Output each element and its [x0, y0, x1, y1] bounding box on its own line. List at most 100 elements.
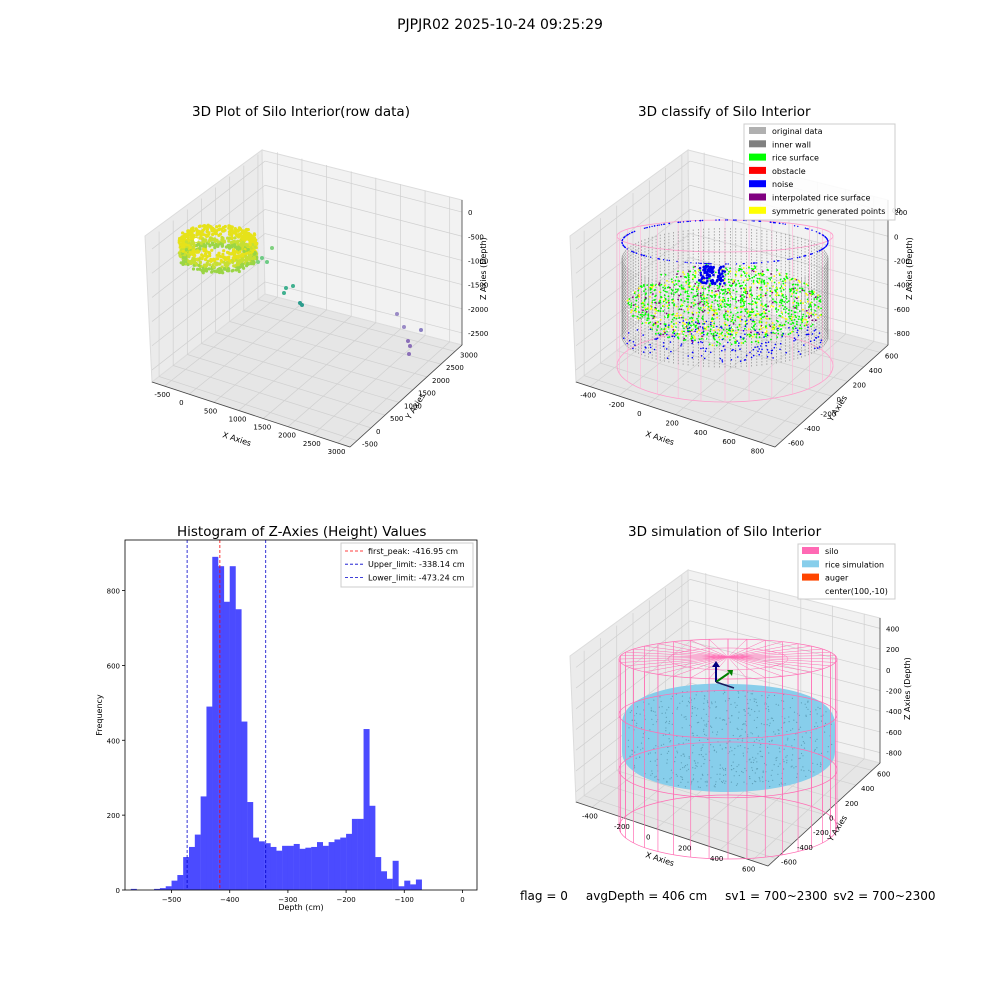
- rice-surface-point: [742, 270, 745, 273]
- noise-point: [825, 245, 827, 247]
- rice-surface-point: [754, 340, 757, 343]
- noise-point: [665, 348, 668, 350]
- rice-surface-point: [781, 324, 784, 327]
- rice-surface-point: [780, 302, 783, 305]
- rice-simulation-point: [660, 753, 662, 756]
- rice-surface-point: [726, 277, 728, 279]
- rice-surface-point: [644, 296, 647, 299]
- raw-point: [178, 242, 182, 247]
- noise-point: [761, 348, 763, 351]
- rice-surface-point: [752, 298, 755, 301]
- rice-surface-point: [776, 288, 778, 291]
- rice-surface-point: [753, 320, 756, 323]
- noise-point: [825, 236, 827, 239]
- rice-surface-point: [724, 323, 727, 326]
- rice-surface-point: [720, 306, 723, 309]
- rice-surface-point: [721, 307, 724, 310]
- rice-surface-point: [814, 319, 817, 322]
- rice-surface-point: [754, 323, 756, 325]
- rice-surface-point: [745, 272, 748, 274]
- rice-simulation-point: [785, 744, 787, 746]
- rice-surface-point: [683, 337, 686, 340]
- rice-simulation-point: [744, 767, 746, 770]
- raw-point: [181, 249, 185, 253]
- rice-surface-point: [696, 281, 698, 283]
- rice-surface-point: [701, 315, 704, 318]
- rice-simulation-point: [773, 731, 775, 733]
- rice-surface-point: [814, 310, 816, 312]
- raw-point: [197, 224, 201, 229]
- rice-surface-point: [750, 328, 753, 330]
- raw-point: [225, 256, 229, 260]
- rice-surface-point: [735, 306, 738, 309]
- simulation-legend-label: rice simulation: [825, 560, 884, 569]
- rice-simulation-point: [713, 785, 715, 787]
- rice-surface-point: [743, 279, 746, 282]
- rice-surface-point: [761, 279, 763, 281]
- simulation-z-axis-label: Z Axies (Depth): [903, 657, 912, 720]
- rice-surface-point: [633, 292, 636, 295]
- rice-simulation-point: [711, 701, 713, 703]
- rice-simulation-point: [685, 739, 687, 741]
- raw-point: [237, 247, 241, 251]
- rice-surface-point: [658, 291, 661, 293]
- obstacle-point: [706, 268, 710, 272]
- noise-point: [767, 261, 769, 263]
- rice-surface-point: [655, 318, 658, 321]
- noise-point: [682, 320, 685, 322]
- rice-surface-point: [795, 316, 798, 319]
- rice-simulation-point: [680, 755, 682, 757]
- rice-surface-point: [735, 311, 737, 314]
- rice-simulation-point: [678, 743, 680, 745]
- rice-simulation-point: [768, 752, 770, 754]
- raw-point: [221, 255, 225, 259]
- noise-point: [633, 230, 636, 233]
- rice-surface-point: [754, 267, 756, 270]
- rice-simulation-point: [802, 741, 805, 743]
- rice-surface-point: [670, 288, 673, 291]
- rice-simulation-point: [707, 702, 709, 704]
- rice-surface-point: [654, 322, 657, 325]
- rice-surface-point: [702, 297, 705, 299]
- raw-point: [221, 229, 225, 233]
- rice-surface-point: [766, 315, 768, 318]
- rice-surface-point: [734, 307, 736, 309]
- raw-point: [191, 260, 195, 264]
- rice-simulation-point: [784, 717, 786, 719]
- rice-surface-point: [708, 289, 710, 292]
- raw-point: [194, 261, 198, 265]
- rice-surface-point: [760, 281, 763, 284]
- rice-simulation-point: [775, 703, 777, 705]
- noise-point: [765, 344, 767, 347]
- rice-surface-point: [704, 337, 707, 340]
- rice-surface-point: [796, 283, 799, 286]
- raw-x-tick: 500: [204, 407, 217, 415]
- rice-simulation-point: [788, 716, 790, 718]
- noise-point: [721, 338, 724, 341]
- noise-point: [739, 348, 741, 351]
- rice-simulation-point: [816, 738, 818, 741]
- rice-simulation-point: [755, 698, 757, 700]
- noise-point: [777, 260, 779, 262]
- rice-surface-point: [725, 328, 728, 331]
- rice-surface-point: [684, 339, 687, 341]
- rice-simulation-point: [698, 721, 700, 724]
- raw-point: [245, 236, 249, 240]
- rice-surface-point: [754, 269, 757, 271]
- rice-simulation-point: [650, 774, 652, 776]
- histogram-bar: [375, 857, 382, 890]
- rice-surface-point: [798, 315, 801, 318]
- raw-point: [192, 229, 196, 233]
- classify-gridlines: [575, 152, 889, 443]
- rice-surface-point: [769, 325, 772, 328]
- noise-point: [656, 224, 659, 227]
- raw-point: [191, 245, 195, 250]
- rice-surface-point: [771, 322, 774, 324]
- rice-surface-point: [655, 307, 658, 310]
- obstacle-point: [710, 280, 714, 283]
- classify-z-tick: -600: [894, 306, 910, 314]
- raw-point: [198, 267, 202, 271]
- rice-surface-point: [680, 303, 683, 306]
- rice-surface-point: [701, 294, 704, 296]
- rice-surface-point: [649, 295, 651, 298]
